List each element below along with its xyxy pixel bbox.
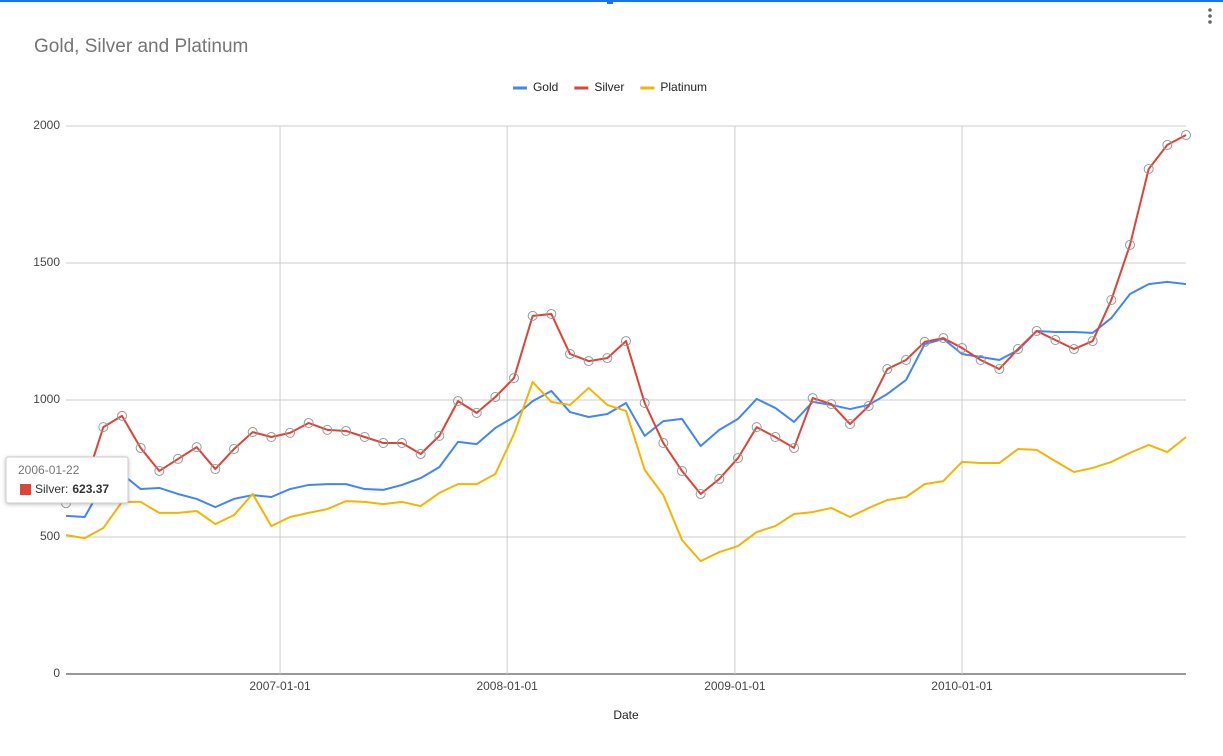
- y-tick-label: 2000: [33, 118, 60, 132]
- data-point: [1106, 294, 1117, 305]
- data-point: [397, 438, 407, 449]
- data-point: [434, 430, 445, 441]
- chart-title: Gold, Silver and Platinum: [34, 36, 248, 57]
- data-point: [751, 422, 762, 433]
- data-point: [471, 407, 482, 418]
- data-point: [826, 399, 837, 410]
- x-axis-title: Date: [613, 708, 639, 722]
- data-point: [994, 364, 1005, 375]
- data-point: [658, 438, 669, 449]
- data-point: [378, 438, 389, 449]
- y-tick-label: 1000: [33, 392, 60, 406]
- data-point: [695, 488, 706, 499]
- x-tick-label: 2008-01-01: [476, 679, 538, 693]
- data-point: [602, 353, 613, 364]
- data-point: [1181, 130, 1191, 141]
- data-point: [546, 308, 557, 319]
- data-point: [733, 453, 743, 464]
- data-point: [770, 431, 781, 442]
- legend-item[interactable]: Silver: [574, 80, 624, 94]
- data-point: [565, 348, 575, 359]
- data-point: [714, 473, 725, 484]
- data-point: [1162, 139, 1173, 150]
- tooltip-box: [5, 456, 129, 504]
- resize-handle[interactable]: [607, 0, 613, 4]
- x-tick-label: 2007-01-01: [249, 679, 311, 693]
- data-point: [789, 442, 799, 453]
- data-point: [285, 427, 295, 438]
- data-point: [527, 310, 538, 321]
- data-point: [1013, 344, 1023, 355]
- data-point: [1031, 325, 1042, 336]
- data-point: [266, 431, 277, 442]
- data-point: [135, 442, 146, 453]
- series-line: [65, 380, 1187, 563]
- data-point: [341, 425, 351, 436]
- data-point: [509, 373, 519, 384]
- data-point: [901, 354, 911, 365]
- legend-label: Platinum: [660, 80, 707, 94]
- y-tick-label: 1500: [33, 255, 60, 269]
- data-point: [322, 424, 333, 435]
- data-point: [1143, 164, 1154, 175]
- data-point: [415, 448, 426, 459]
- series-line: [65, 134, 1187, 504]
- data-point: [453, 396, 463, 407]
- legend-label: Silver: [594, 80, 624, 94]
- data-point: [938, 333, 949, 344]
- tooltip-date: 2006-01-22: [18, 463, 80, 477]
- legend-item[interactable]: Platinum: [640, 80, 707, 94]
- data-point: [303, 418, 314, 429]
- data-point: [490, 391, 501, 402]
- tooltip: 2006-01-22 Silver: 623.37: [5, 456, 129, 504]
- data-point: [863, 401, 874, 412]
- data-point: [1125, 239, 1135, 250]
- data-point: [191, 442, 202, 453]
- data-point: [210, 464, 221, 475]
- legend-label: Gold: [533, 80, 558, 94]
- data-point: [229, 444, 239, 455]
- y-tick-label: 0: [53, 666, 60, 680]
- data-point: [583, 356, 594, 367]
- data-point: [154, 465, 165, 476]
- data-point: [359, 431, 370, 442]
- data-point: [173, 453, 183, 464]
- data-point: [807, 393, 818, 404]
- series-line: [65, 280, 1187, 518]
- data-point: [882, 364, 893, 375]
- tooltip-swatch: [20, 484, 31, 495]
- data-point: [957, 342, 967, 353]
- legend-item[interactable]: Gold: [512, 80, 558, 94]
- tooltip-value: 623.37: [72, 482, 109, 496]
- data-point: [639, 398, 650, 409]
- x-tick-label: 2010-01-01: [931, 679, 993, 693]
- data-point: [975, 354, 986, 365]
- menu-button[interactable]: [1208, 8, 1212, 24]
- data-point: [845, 419, 855, 430]
- data-point: [677, 465, 687, 476]
- data-point: [621, 336, 631, 347]
- data-point: [919, 336, 930, 347]
- data-point: [247, 427, 258, 438]
- y-tick-label: 500: [40, 529, 60, 543]
- tooltip-label: Silver:: [35, 482, 68, 496]
- data-point: [98, 422, 109, 433]
- data-point: [1050, 334, 1061, 345]
- data-point: [1087, 336, 1098, 347]
- data-point: [1069, 344, 1079, 355]
- x-tick-label: 2009-01-01: [704, 679, 766, 693]
- data-point: [117, 410, 127, 421]
